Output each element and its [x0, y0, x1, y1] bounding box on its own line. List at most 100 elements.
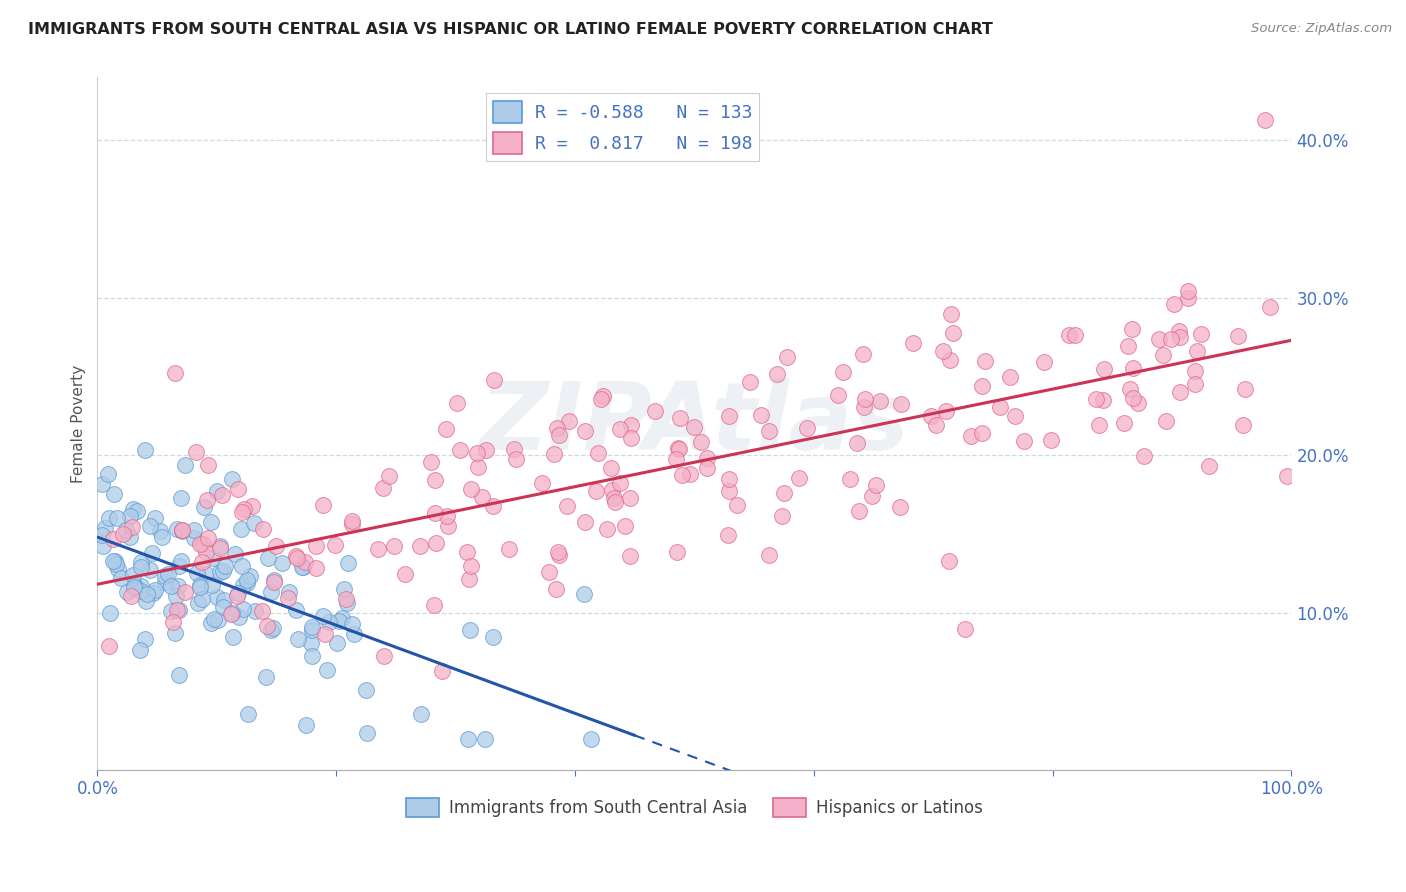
Point: [256, 551, 278, 566]
Point: [920, 409, 942, 423]
Point: [457, 731, 479, 746]
Point: [256, 619, 278, 633]
Point: [682, 420, 704, 434]
Point: [378, 468, 401, 483]
Point: [1163, 297, 1185, 311]
Point: [865, 477, 887, 491]
Point: [531, 476, 554, 491]
Point: [689, 435, 711, 450]
Point: [832, 366, 855, 380]
Point: [1184, 377, 1206, 392]
Point: [214, 559, 236, 574]
Point: [107, 562, 129, 576]
Point: [208, 539, 231, 553]
Point: [136, 587, 159, 601]
Point: [869, 393, 891, 408]
Point: [284, 549, 307, 563]
Point: [263, 573, 285, 587]
Point: [668, 442, 690, 456]
Point: [91, 539, 114, 553]
Point: [121, 568, 143, 582]
Point: [260, 585, 283, 599]
Point: [839, 472, 862, 486]
Point: [354, 683, 377, 698]
Point: [666, 544, 689, 558]
Point: [208, 541, 231, 556]
Point: [474, 731, 496, 746]
Point: [758, 424, 780, 438]
Point: [153, 569, 176, 583]
Point: [173, 585, 195, 599]
Point: [294, 555, 316, 569]
Point: [335, 592, 357, 607]
Point: [481, 630, 503, 644]
Point: [170, 553, 193, 567]
Point: [103, 487, 125, 501]
Point: [574, 516, 596, 530]
Point: [292, 559, 315, 574]
Point: [162, 615, 184, 629]
Point: [183, 531, 205, 545]
Point: [1122, 391, 1144, 405]
Point: [129, 643, 152, 657]
Point: [903, 335, 925, 350]
Point: [122, 501, 145, 516]
Point: [165, 589, 187, 603]
Point: [465, 445, 488, 459]
Text: Source: ZipAtlas.com: Source: ZipAtlas.com: [1251, 22, 1392, 36]
Point: [330, 611, 353, 625]
Point: [574, 424, 596, 438]
Point: [93, 521, 115, 535]
Point: [184, 445, 207, 459]
Point: [103, 554, 125, 568]
Point: [434, 422, 457, 436]
Point: [131, 583, 153, 598]
Point: [1170, 385, 1192, 400]
Point: [219, 607, 242, 621]
Point: [776, 350, 799, 364]
Point: [209, 565, 232, 579]
Point: [939, 307, 962, 321]
Point: [150, 530, 173, 544]
Point: [127, 503, 149, 517]
Point: [160, 604, 183, 618]
Point: [394, 566, 416, 581]
Point: [1184, 363, 1206, 377]
Point: [436, 509, 458, 524]
Point: [586, 445, 609, 459]
Point: [972, 425, 994, 440]
Point: [456, 544, 478, 558]
Point: [188, 578, 211, 592]
Point: [333, 582, 356, 596]
Point: [98, 511, 121, 525]
Point: [548, 427, 571, 442]
Point: [191, 592, 214, 607]
Point: [228, 586, 250, 600]
Point: [890, 396, 912, 410]
Point: [212, 564, 235, 578]
Point: [170, 491, 193, 505]
Point: [935, 403, 957, 417]
Point: [938, 554, 960, 568]
Point: [304, 561, 326, 575]
Point: [201, 551, 224, 566]
Point: [207, 613, 229, 627]
Point: [101, 532, 124, 546]
Point: [221, 607, 243, 621]
Point: [845, 436, 868, 450]
Point: [998, 369, 1021, 384]
Point: [596, 522, 619, 536]
Point: [1254, 113, 1277, 128]
Point: [619, 491, 641, 506]
Point: [458, 572, 481, 586]
Point: [238, 706, 260, 721]
Point: [409, 707, 432, 722]
Point: [287, 632, 309, 646]
Point: [373, 649, 395, 664]
Point: [305, 539, 328, 553]
Point: [367, 541, 389, 556]
Point: [614, 519, 637, 533]
Point: [1277, 468, 1299, 483]
Point: [1198, 458, 1220, 473]
Point: [609, 475, 631, 490]
